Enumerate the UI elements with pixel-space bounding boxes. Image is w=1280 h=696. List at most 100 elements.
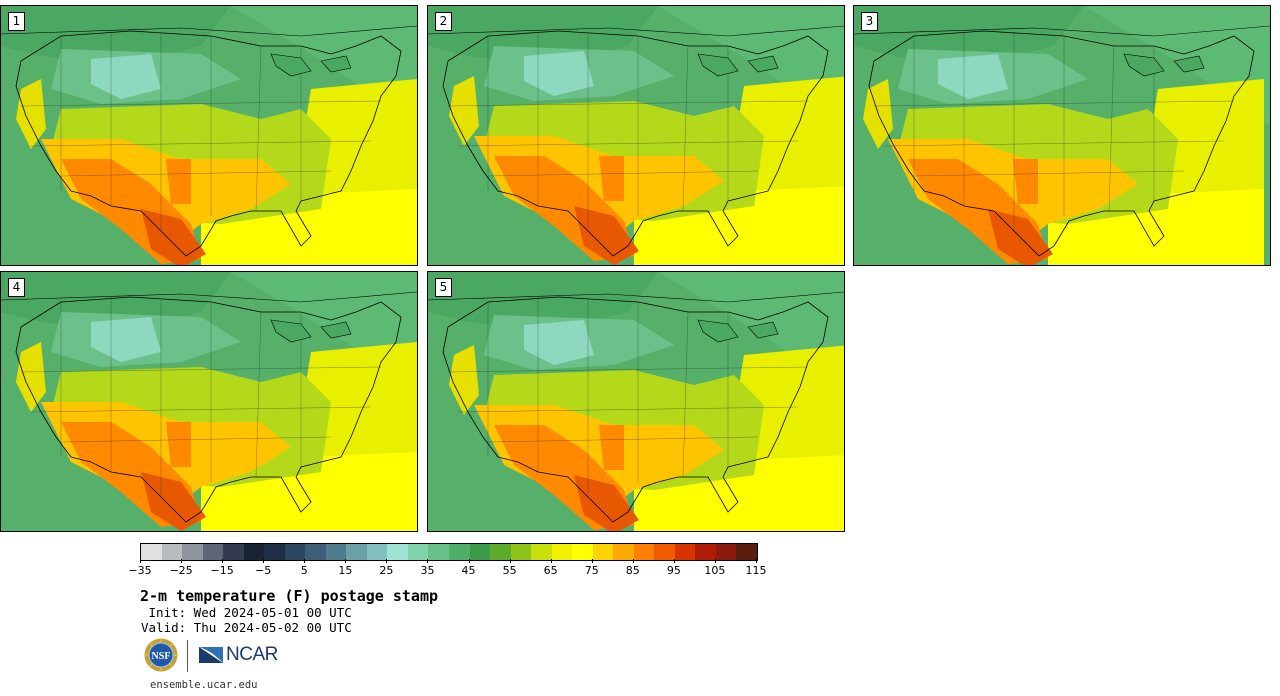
state-border [20, 366, 382, 373]
colorbar-tick [468, 559, 470, 563]
state-border [255, 311, 262, 478]
canada-border [1, 291, 417, 303]
state-border [447, 366, 809, 373]
canada-border [854, 25, 1270, 37]
colorbar-tick [673, 559, 675, 563]
colorbar-swatch [448, 544, 470, 560]
panel-number: 3 [861, 12, 878, 31]
colorbar-tick [714, 559, 716, 563]
colorbar-swatch [346, 544, 367, 560]
ncar-logo-text: NCAR [226, 644, 278, 665]
init-time: Init: Wed 2024-05-01 00 UTC [141, 605, 352, 620]
state-border [30, 406, 372, 413]
state-border [20, 100, 382, 107]
coastline [442, 296, 829, 523]
colorbar-swatch [264, 544, 285, 560]
panel-number: 2 [435, 12, 452, 31]
colorbar-swatch [531, 544, 552, 560]
colorbar-tick [263, 559, 265, 563]
nsf-logo: NSF [144, 638, 178, 672]
temperature-map [1, 6, 417, 265]
plot-title: 2-m temperature (F) postage stamp [140, 587, 439, 605]
postage-stamp-panel-5: 5 [427, 271, 845, 532]
state-border [682, 45, 689, 212]
logo-divider [187, 640, 188, 672]
colorbar-swatch [551, 544, 573, 560]
colorbar-tick [591, 559, 593, 563]
postage-stamp-panel-1: 1 [0, 5, 418, 266]
colorbar-tick-label: 15 [338, 564, 353, 577]
canada-border [428, 25, 844, 37]
postage-stamp-panel-4: 4 [0, 271, 418, 532]
nsf-logo-text: NSF [152, 651, 171, 662]
colorbar-tick [427, 559, 429, 563]
panel-number: 5 [435, 278, 452, 297]
colorbar-swatch [572, 544, 593, 560]
colorbar-swatch [715, 544, 737, 560]
state-border [883, 140, 1225, 147]
colorbar-tick [632, 559, 634, 563]
colorbar-tick-label: 115 [745, 564, 767, 577]
colorbar-tick-label: 45 [461, 564, 476, 577]
colorbar-tick-label: 75 [584, 564, 599, 577]
colorbar-tick-label: 65 [543, 564, 558, 577]
great-lakes [697, 53, 779, 77]
valid-time: Valid: Thu 2024-05-02 00 UTC [141, 620, 352, 635]
temperature-map [1, 272, 417, 531]
colorbar-swatch [223, 544, 244, 560]
state-border [255, 45, 262, 212]
great-lakes [270, 319, 352, 343]
state-border [682, 311, 689, 478]
colorbar-tick [345, 559, 347, 563]
state-border [487, 436, 759, 443]
colorbar-swatch [654, 544, 675, 560]
state-border [60, 170, 332, 177]
colorbar-tick-label: 85 [625, 564, 640, 577]
colorbar-swatch [592, 544, 614, 560]
temperature-map [854, 6, 1270, 265]
temperature-colorbar [140, 543, 758, 561]
canada-border [1, 25, 417, 37]
website-url: ensemble.ucar.edu [150, 679, 258, 691]
colorbar-swatch [305, 544, 326, 560]
ncar-logo: NCAR [198, 642, 278, 668]
temperature-map [428, 272, 844, 531]
colorbar-tick-label: 95 [666, 564, 681, 577]
colorbar-tick-label: −35 [128, 564, 152, 577]
colorbar-swatch [633, 544, 655, 560]
state-border [873, 100, 1235, 107]
colorbar-tick-label: −25 [169, 564, 193, 577]
colorbar-tick [550, 559, 552, 563]
coastline [15, 30, 402, 257]
ncar-swoosh-icon [199, 647, 223, 663]
colorbar-tick-label: 105 [704, 564, 726, 577]
colorbar-swatch [736, 544, 757, 560]
colorbar-tick [140, 559, 141, 563]
colorbar-tick-label: 25 [379, 564, 394, 577]
coastline [868, 30, 1255, 257]
colorbar-swatch [490, 544, 511, 560]
colorbar-tick-label: 35 [420, 564, 435, 577]
colorbar-swatch [387, 544, 408, 560]
state-border [913, 170, 1185, 177]
colorbar-swatch [182, 544, 203, 560]
canada-border [428, 291, 844, 303]
state-border [30, 140, 372, 147]
colorbar-tick-label: −5 [255, 564, 272, 577]
colorbar-swatch [695, 544, 716, 560]
coastline [442, 30, 829, 257]
colorbar-tick [181, 559, 183, 563]
colorbar-tick-label: 5 [300, 564, 308, 577]
colorbar-tick [509, 559, 511, 563]
panel-number: 1 [8, 12, 25, 31]
colorbar-tick [756, 559, 757, 563]
colorbar-swatch [510, 544, 532, 560]
colorbar-tick [222, 559, 224, 563]
coastline [15, 296, 402, 523]
colorbar-swatch [284, 544, 306, 560]
state-border [457, 140, 799, 147]
colorbar-swatch [141, 544, 162, 560]
colorbar-swatch [325, 544, 347, 560]
postage-stamp-panel-2: 2 [427, 5, 845, 266]
great-lakes [697, 319, 779, 343]
